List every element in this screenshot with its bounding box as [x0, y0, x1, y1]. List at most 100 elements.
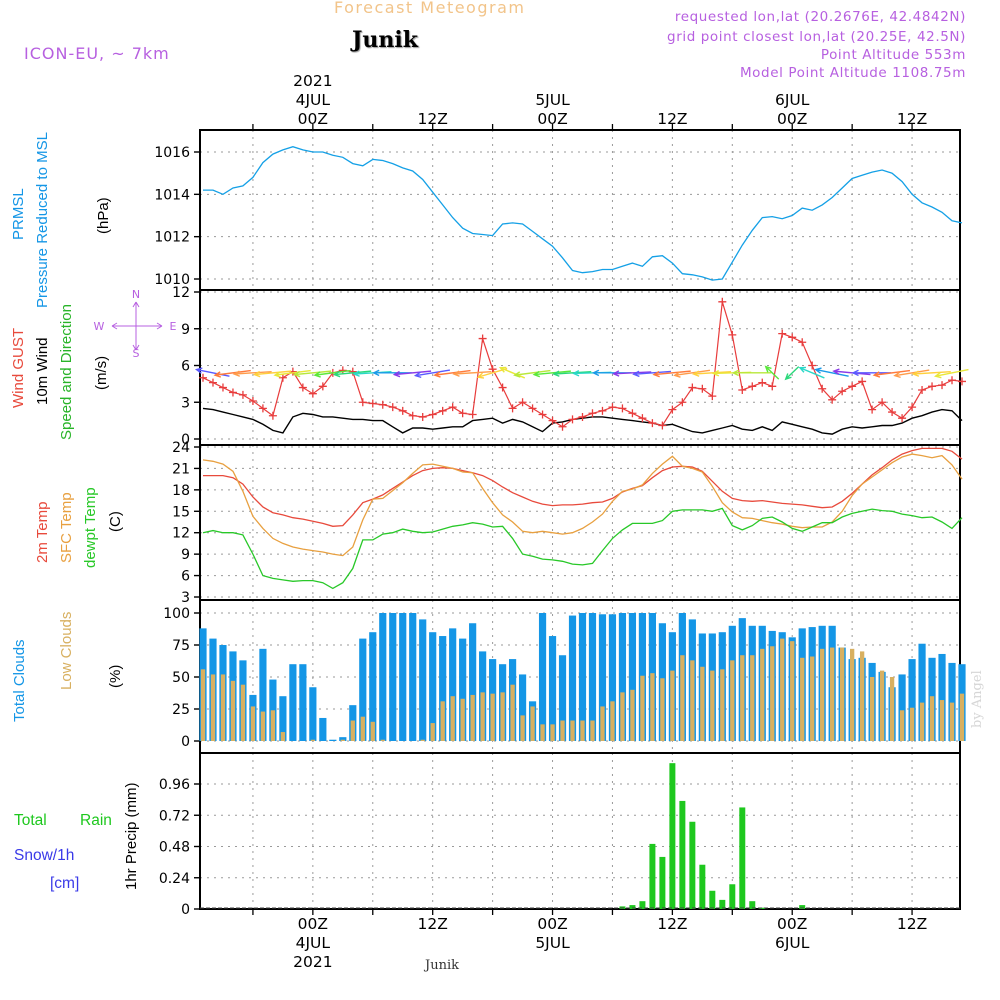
- low-cloud-bar: [760, 648, 765, 741]
- gust-marker: [408, 411, 417, 420]
- y-tick-label: 15: [172, 504, 190, 520]
- wind-direction-arrow: [232, 370, 272, 377]
- total-cloud-bar: [409, 613, 417, 741]
- low-cloud-bar: [550, 724, 555, 741]
- y-tick-label: 75: [172, 638, 190, 654]
- low-cloud-bar: [710, 670, 715, 741]
- gust-marker: [678, 398, 687, 407]
- bottom-time-label: 00Z: [537, 915, 567, 933]
- gust-marker: [898, 414, 907, 423]
- gust-marker: [358, 398, 367, 407]
- total-cloud-bar: [429, 632, 437, 741]
- low-cloud-bar: [790, 641, 795, 741]
- total-clouds-label: Total Clouds: [11, 639, 28, 722]
- gust-marker: [748, 382, 757, 391]
- total-cloud-bar: [399, 613, 407, 741]
- gust-marker: [598, 406, 607, 415]
- gust-marker: [558, 422, 567, 431]
- low-cloud-bar: [839, 647, 845, 741]
- low-cloud-bar: [460, 698, 465, 741]
- temp-units: (C): [107, 511, 124, 532]
- wind-direction-arrow: [513, 369, 551, 378]
- y-tick-label: 50: [172, 670, 190, 686]
- clouds-units: (%): [107, 665, 124, 688]
- compass-west: W: [94, 320, 105, 333]
- gust-marker: [438, 406, 447, 415]
- top-time-label: 6JUL: [775, 91, 810, 109]
- gust-marker: [738, 386, 747, 394]
- gust-marker: [718, 297, 727, 306]
- gust-marker: [778, 329, 787, 338]
- gust-marker: [668, 405, 677, 414]
- low-cloud-bar: [340, 739, 345, 741]
- pressure-label-1: PRMSL: [10, 188, 27, 240]
- low-cloud-bar: [630, 689, 635, 741]
- total-cloud-bar: [369, 632, 377, 741]
- rain-bar: [649, 843, 656, 909]
- wind-direction-arrow: [851, 369, 892, 377]
- panel-frame: [199, 289, 961, 446]
- gust-marker: [878, 398, 887, 407]
- total-cloud-bar: [548, 636, 557, 741]
- wind-direction-arrow: [498, 366, 526, 379]
- y-tick-label: 1010: [154, 272, 190, 288]
- y-tick-label: 18: [172, 483, 190, 499]
- low-cloud-bar: [929, 696, 935, 741]
- wind-direction-arrow: [784, 366, 800, 381]
- temp-sfc-line: [202, 453, 963, 557]
- gust-marker: [858, 377, 867, 386]
- y-tick-label: 0.96: [159, 777, 190, 793]
- low-cloud-bar: [250, 706, 256, 741]
- wind-direction-arrow: [814, 367, 849, 377]
- low-cloud-bar: [580, 720, 585, 741]
- wind-speed-line: [202, 407, 963, 435]
- gust-marker: [788, 333, 797, 342]
- rain-bar: [749, 901, 756, 909]
- top-time-label: 00Z: [298, 110, 328, 128]
- low-cloud-bar: [480, 692, 485, 741]
- low-cloud-bar: [830, 647, 835, 741]
- rain-bar: [629, 905, 636, 909]
- wind-direction-arrow: [332, 370, 372, 378]
- low-cloud-bar: [750, 655, 755, 741]
- bottom-time-label: 00Z: [298, 915, 328, 933]
- gust-marker: [278, 373, 287, 382]
- total-cloud-bar: [908, 659, 916, 741]
- low-cloud-bar: [800, 657, 805, 741]
- wind-direction-arrow: [392, 370, 432, 378]
- total-cloud-bar: [558, 655, 567, 741]
- low-cloud-bar: [700, 666, 705, 741]
- gust-marker: [828, 395, 837, 404]
- y-tick-label: 0.24: [159, 871, 190, 887]
- gust-marker: [957, 377, 966, 386]
- gust-marker: [508, 404, 517, 413]
- gust-marker: [938, 381, 947, 390]
- low-cloud-bar: [540, 724, 545, 741]
- panel-frame: [199, 129, 961, 291]
- y-tick-label: 21: [172, 461, 190, 477]
- low-cloud-bar: [810, 656, 815, 741]
- rain-bar: [639, 901, 646, 909]
- gust-marker: [888, 408, 897, 417]
- total-cloud-bar: [299, 664, 307, 741]
- low-cloud-bar: [949, 702, 955, 741]
- bottom-time-label: 4JUL: [296, 934, 331, 952]
- total-cloud-bar: [279, 696, 287, 741]
- y-tick-label: 0.72: [159, 808, 190, 824]
- wind-direction-arrow: [673, 369, 711, 378]
- wind-direction-arrow: [692, 370, 732, 377]
- gust-marker: [808, 361, 817, 370]
- wind-direction-arrow: [252, 370, 292, 378]
- wind-direction-arrow: [273, 369, 311, 378]
- total-cloud-bar: [339, 737, 347, 741]
- gust-marker: [218, 383, 227, 392]
- y-tick-label: 100: [163, 606, 190, 622]
- low-cloud-bar: [200, 669, 206, 741]
- total-cloud-bar: [938, 653, 946, 741]
- wind-units: (m/s): [93, 356, 110, 390]
- total-cloud-bar: [359, 638, 367, 741]
- total-cloud-bar: [439, 636, 447, 741]
- gust-marker: [818, 384, 827, 393]
- low-cloud-bar: [620, 692, 625, 741]
- total-cloud-bar: [419, 619, 427, 741]
